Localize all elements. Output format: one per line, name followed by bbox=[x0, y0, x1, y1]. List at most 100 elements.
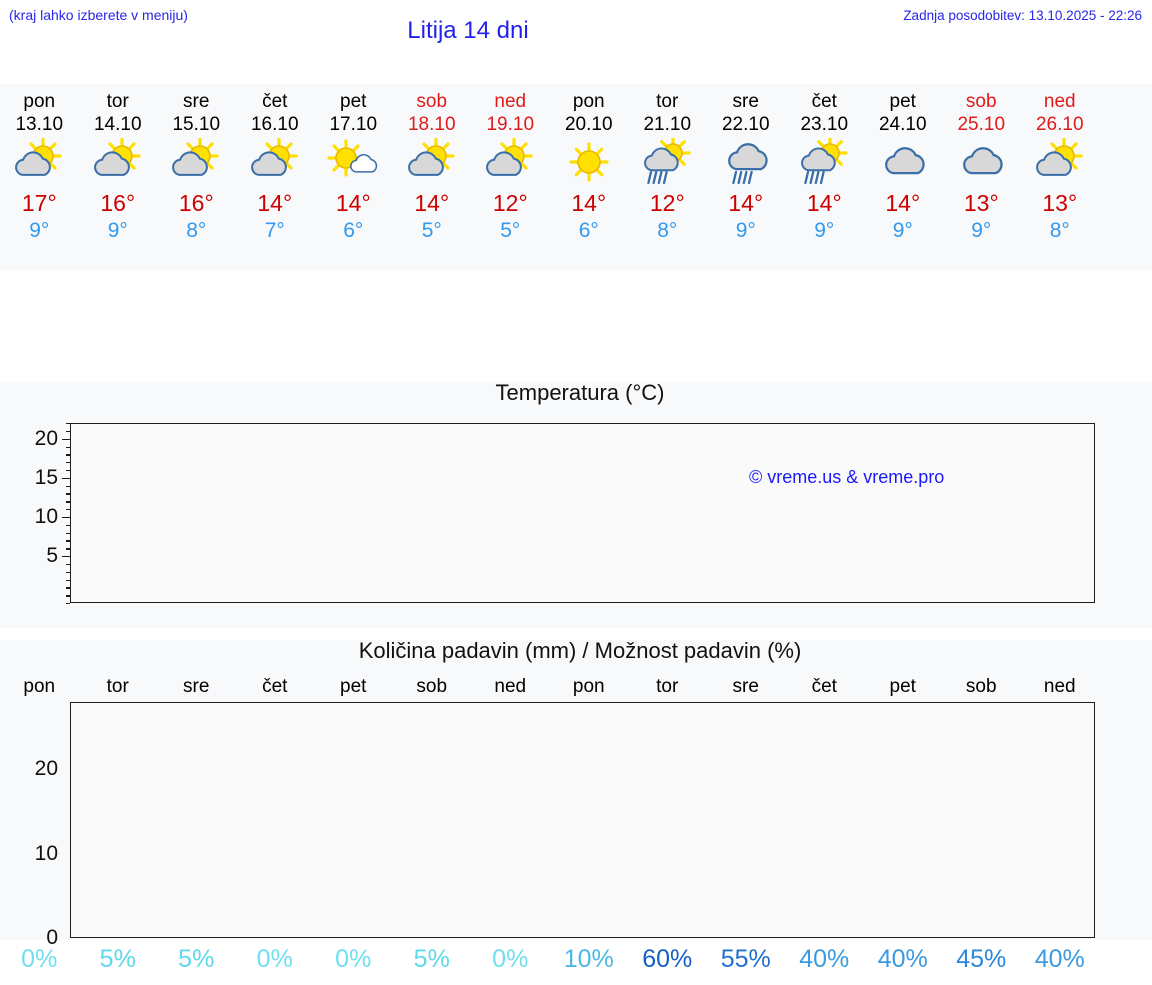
day-column-11[interactable]: pet 24.10 14° 9° bbox=[864, 84, 943, 270]
cloud-rain-icon bbox=[714, 138, 778, 186]
sun-cloud-rain-icon bbox=[635, 138, 699, 186]
menu-hint-text: (kraj lahko izberete v meniju) bbox=[9, 7, 188, 23]
day-temp-min: 5° bbox=[500, 219, 521, 242]
day-temp-max: 14° bbox=[414, 190, 450, 216]
day-name: ned bbox=[1043, 91, 1076, 112]
precipitation-probability-label: 40% bbox=[877, 945, 928, 973]
day-column-3[interactable]: čet 16.10 14° 7° bbox=[236, 84, 315, 270]
day-name: sob bbox=[965, 91, 997, 112]
day-temp-max: 14° bbox=[728, 190, 764, 216]
day-column-9[interactable]: sre 22.10 14° 9° bbox=[707, 84, 786, 270]
sun-behind-cloud-icon bbox=[7, 138, 71, 186]
temperature-plot-background bbox=[70, 423, 1095, 603]
temperature-y-minor-tick bbox=[66, 501, 70, 503]
day-column-5[interactable]: sob 18.10 14° 5° bbox=[393, 84, 472, 270]
day-temp-max: 13° bbox=[1042, 190, 1078, 216]
temperature-y-minor-tick bbox=[66, 563, 70, 566]
precipitation-probability-label: 60% bbox=[642, 945, 693, 973]
precipitation-probability-label: 0% bbox=[335, 945, 372, 973]
cloud-icon bbox=[949, 138, 1013, 186]
precipitation-day-label: pet bbox=[889, 676, 916, 697]
precipitation-chart-title: Količina padavin (mm) / Možnost padavin … bbox=[358, 638, 802, 663]
day-temp-min: 6° bbox=[343, 219, 364, 242]
day-name: pon bbox=[23, 91, 56, 112]
day-temp-min: 9° bbox=[814, 219, 835, 242]
precipitation-day-label: sre bbox=[183, 676, 210, 697]
day-column-1[interactable]: tor 14.10 16° 9° bbox=[79, 84, 158, 270]
day-name: sre bbox=[732, 91, 759, 112]
day-temp-max: 17° bbox=[21, 190, 57, 216]
precipitation-day-label: čet bbox=[262, 676, 288, 697]
top-bar: (kraj lahko izberete v meniju) Litija 14… bbox=[0, 0, 1152, 62]
day-temp-max: 14° bbox=[806, 190, 842, 216]
temperature-y-minor-tick bbox=[66, 493, 70, 495]
day-name: sob bbox=[416, 91, 448, 112]
temperature-plot-area bbox=[67, 423, 1098, 603]
last-updated-text: Zadnja posodobitev: 13.10.2025 - 22:26 bbox=[903, 8, 1142, 23]
sun-small-cloud-icon bbox=[321, 138, 385, 186]
precipitation-day-label: ned bbox=[494, 676, 527, 697]
day-column-12[interactable]: sob 25.10 13° 9° bbox=[942, 84, 1021, 270]
temperature-y-tick bbox=[62, 516, 70, 519]
temperature-chart-title: Temperatura (°C) bbox=[495, 380, 665, 405]
day-date: 15.10 bbox=[172, 114, 221, 135]
day-temp-max: 14° bbox=[885, 190, 921, 216]
day-column-2[interactable]: sre 15.10 16° 8° bbox=[157, 84, 236, 270]
day-column-13[interactable]: ned 26.10 13° 8° bbox=[1021, 84, 1100, 270]
temperature-y-minor-tick bbox=[66, 587, 70, 589]
day-temp-min: 8° bbox=[186, 219, 207, 242]
precipitation-y-tick-label: 0 bbox=[46, 926, 58, 949]
day-temp-max: 14° bbox=[257, 190, 293, 216]
precipitation-probability-label: 55% bbox=[720, 945, 771, 973]
temperature-y-minor-tick bbox=[66, 595, 70, 597]
sun-icon bbox=[557, 138, 621, 186]
day-date: 21.10 bbox=[643, 114, 692, 135]
sun-behind-cloud-icon bbox=[164, 138, 228, 186]
cloud-icon bbox=[871, 138, 935, 186]
precipitation-day-label: sob bbox=[965, 676, 997, 697]
precipitation-probability-label: 10% bbox=[563, 945, 614, 973]
temperature-y-tick bbox=[62, 438, 70, 441]
day-date: 26.10 bbox=[1035, 114, 1084, 135]
day-name: pet bbox=[889, 91, 916, 112]
day-column-4[interactable]: pet 17.10 14° 6° bbox=[314, 84, 393, 270]
day-column-6[interactable]: ned 19.10 12° 5° bbox=[471, 84, 550, 270]
precipitation-probability-label: 45% bbox=[956, 945, 1007, 973]
day-name: čet bbox=[811, 91, 837, 112]
temperature-y-axis: 5 10 15 20 bbox=[0, 423, 70, 605]
day-date: 17.10 bbox=[329, 114, 378, 135]
temperature-y-minor-tick bbox=[66, 579, 70, 581]
precipitation-chart: Količina padavin (mm) / Možnost padavin … bbox=[0, 638, 1152, 973]
temperature-y-minor-tick bbox=[66, 524, 70, 527]
temperature-y-tick-label: 20 bbox=[34, 426, 58, 450]
temperature-y-minor-tick bbox=[66, 532, 70, 534]
temperature-y-minor-tick bbox=[66, 485, 70, 487]
day-column-8[interactable]: tor 21.10 12° 8° bbox=[628, 84, 707, 270]
temperature-y-tick-label: 15 bbox=[34, 465, 58, 489]
day-temp-min: 8° bbox=[657, 219, 678, 242]
temperature-y-minor-tick bbox=[66, 540, 70, 542]
day-date: 19.10 bbox=[486, 114, 535, 135]
temperature-y-minor-tick bbox=[66, 571, 70, 574]
day-column-7[interactable]: pon 20.10 14° 6° bbox=[550, 84, 629, 270]
page-title: Litija 14 dni bbox=[407, 17, 529, 44]
day-column-10[interactable]: čet 23.10 14° 9° bbox=[785, 84, 864, 270]
temperature-y-minor-tick bbox=[66, 462, 70, 464]
temperature-y-tick-label: 10 bbox=[34, 504, 58, 528]
day-date: 18.10 bbox=[407, 114, 456, 135]
temperature-y-minor-tick bbox=[66, 548, 70, 550]
day-temp-max: 16° bbox=[100, 190, 136, 216]
day-temp-max: 16° bbox=[178, 190, 214, 216]
day-temp-min: 6° bbox=[578, 219, 599, 242]
sun-behind-cloud-icon bbox=[1028, 138, 1092, 186]
day-temp-min: 9° bbox=[107, 219, 128, 242]
day-temp-min: 7° bbox=[264, 219, 285, 242]
day-temp-min: 9° bbox=[892, 219, 913, 242]
day-temp-min: 9° bbox=[971, 219, 992, 242]
day-column-0[interactable]: pon 13.10 17° 9° bbox=[0, 84, 79, 270]
day-name: tor bbox=[656, 91, 679, 112]
precipitation-probability-label: 0% bbox=[492, 945, 529, 973]
day-date: 24.10 bbox=[878, 114, 927, 135]
precipitation-probability-label: 0% bbox=[21, 945, 58, 973]
day-temp-min: 9° bbox=[29, 219, 50, 242]
